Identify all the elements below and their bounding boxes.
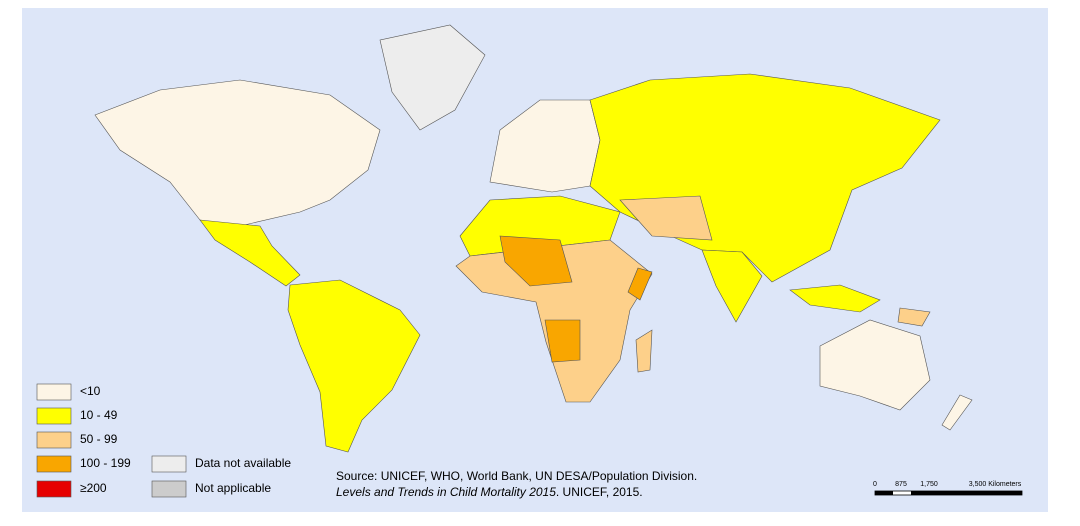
legend-label: 100 - 199 [80,456,131,470]
legend: <10 10 - 49 50 - 99 100 - 199 ≥200 Data … [36,383,291,498]
new-zealand [941,394,973,431]
papua [897,307,931,327]
angola [544,319,581,363]
legend-swatch [151,480,187,498]
legend-label: <10 [80,384,101,398]
source-title: Levels and Trends in Child Mortality 201… [336,485,556,499]
legend-label: 10 - 49 [80,408,118,422]
legend-swatch [36,480,72,498]
scale-bar: 0 875 1,750 3,500 Kilometers [873,481,1023,496]
legend-swatch [36,407,72,425]
middle-east [619,195,713,241]
source-line: Levels and Trends in Child Mortality 201… [336,485,643,499]
source-line: Source: UNICEF, WHO, World Bank, UN DESA… [336,469,697,483]
legend-swatch [151,455,187,473]
scale-segment [911,491,929,495]
countries [94,24,973,453]
source-rest: . UNICEF, 2015. [556,485,643,499]
west-africa-high [499,235,573,287]
india [701,249,763,323]
south-america [287,279,421,453]
legend-label: 50 - 99 [80,432,118,446]
scale-segment [875,491,893,495]
scale-label: 1,750 [920,481,938,488]
legend-swatch [36,383,72,401]
legend-label: Data not available [195,456,291,470]
legend-label: Not applicable [195,481,271,495]
greenland [379,24,486,131]
legend-swatch [36,431,72,449]
indonesia [789,284,881,313]
legend-label: ≥200 [80,481,107,495]
scale-label: 875 [895,481,907,488]
legend-swatch [36,455,72,473]
madagascar [635,329,653,373]
somalia [627,267,653,301]
australia [819,319,931,411]
scale-segment [929,491,1022,495]
north-america [94,79,381,227]
scale-label: 3,500 Kilometers [969,481,1022,488]
central-america [199,219,301,287]
scale-label: 0 [873,481,877,488]
